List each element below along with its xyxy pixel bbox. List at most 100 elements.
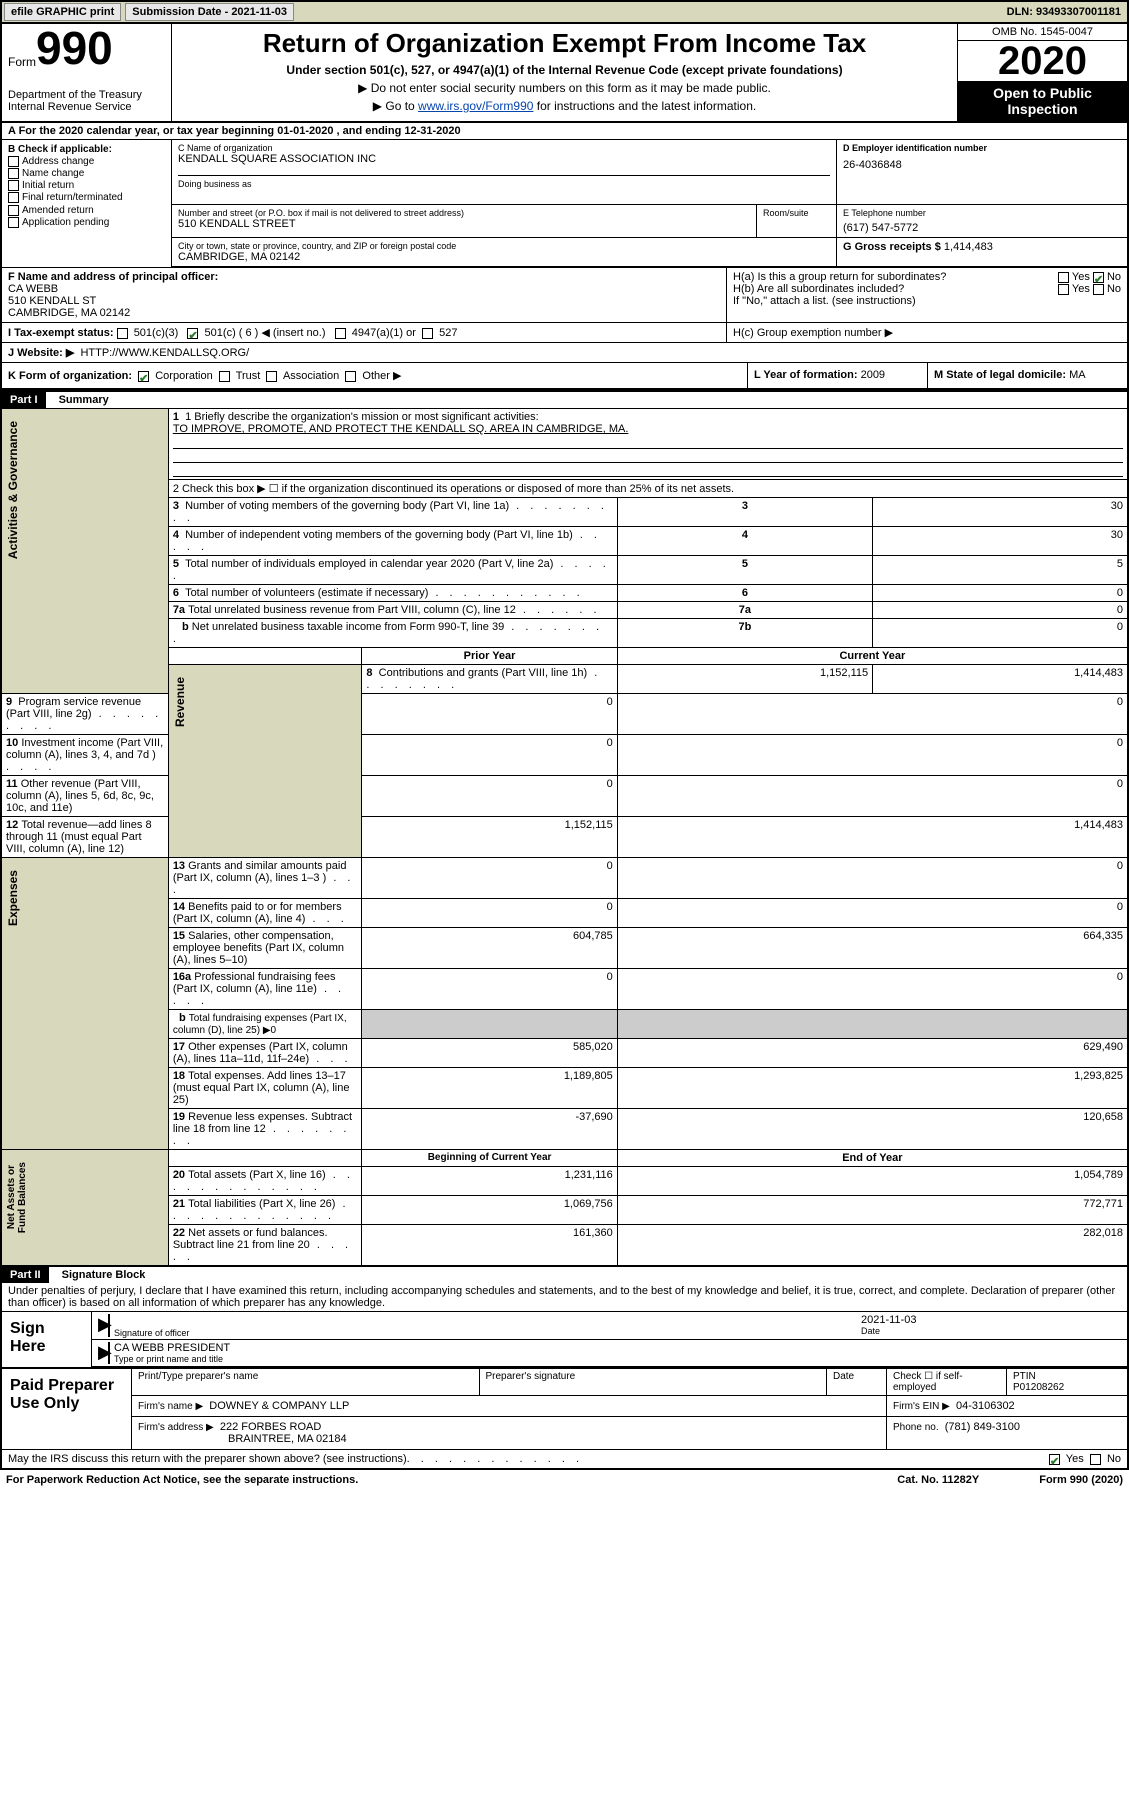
- sig-date-label: Date: [861, 1326, 1121, 1336]
- part1-table: Activities & Governance 1 1 Briefly desc…: [0, 408, 1129, 1267]
- prep-name-label: Print/Type preparer's name: [132, 1369, 480, 1395]
- chk-initial-return[interactable]: Initial return: [8, 180, 165, 191]
- mission-text: TO IMPROVE, PROMOTE, AND PROTECT THE KEN…: [173, 423, 1123, 435]
- c-city-value: CAMBRIDGE, MA 02142: [178, 251, 830, 263]
- f-addr2: CAMBRIDGE, MA 02142: [8, 307, 720, 319]
- firm-ein-value: 04-3106302: [956, 1400, 1015, 1412]
- e-phone-label: E Telephone number: [843, 208, 1121, 218]
- c-room-label: Room/suite: [763, 208, 830, 218]
- c-org-name: KENDALL SQUARE ASSOCIATION INC: [178, 153, 830, 165]
- g-gross-label: G Gross receipts $: [843, 241, 941, 253]
- note2-pre: ▶ Go to: [373, 99, 418, 113]
- firm-addr1: 222 FORBES ROAD: [220, 1421, 321, 1433]
- e-phone-value: (617) 547-5772: [843, 222, 1121, 234]
- chk-501c3[interactable]: 501(c)(3): [117, 327, 179, 339]
- top-bar: efile GRAPHIC print Submission Date - 20…: [0, 0, 1129, 24]
- d-ein-label: D Employer identification number: [843, 143, 1121, 153]
- tax-year: 2020: [958, 41, 1127, 81]
- form-note-2: ▶ Go to www.irs.gov/Form990 for instruct…: [182, 99, 947, 113]
- sig-officer-label: Signature of officer: [114, 1328, 861, 1338]
- note2-post: for instructions and the latest informat…: [533, 99, 756, 113]
- firm-name-value: DOWNEY & COMPANY LLP: [209, 1400, 349, 1412]
- row-k: K Form of organization: ✔ Corporation Tr…: [2, 363, 747, 388]
- discuss-yes[interactable]: ✔ Yes: [1049, 1453, 1084, 1465]
- chk-address-change[interactable]: Address change: [8, 156, 165, 167]
- col-b: B Check if applicable: Address change Na…: [2, 140, 172, 267]
- chk-trust[interactable]: Trust: [219, 370, 261, 382]
- chk-corp[interactable]: ✔ Corporation: [138, 370, 213, 382]
- c-dba-label: Doing business as: [178, 175, 830, 189]
- form-title: Return of Organization Exempt From Incom…: [182, 28, 947, 59]
- irs-link[interactable]: www.irs.gov/Form990: [418, 99, 533, 113]
- chk-application-pending[interactable]: Application pending: [8, 217, 165, 228]
- sig-name-value: CA WEBB PRESIDENT: [114, 1342, 1121, 1354]
- ptin-label: PTIN: [1013, 1371, 1121, 1382]
- chk-501c[interactable]: ✔ 501(c) ( 6 ) ◀ (insert no.): [187, 327, 325, 339]
- pra-notice: For Paperwork Reduction Act Notice, see …: [6, 1474, 358, 1486]
- chk-assoc[interactable]: Association: [266, 370, 339, 382]
- row-a-tax-year: A For the 2020 calendar year, or tax yea…: [0, 123, 1129, 140]
- firm-addr-label: Firm's address ▶: [138, 1422, 214, 1433]
- footer: For Paperwork Reduction Act Notice, see …: [0, 1470, 1129, 1490]
- form-number: 990: [36, 28, 113, 69]
- chk-527[interactable]: 527: [422, 327, 457, 339]
- prep-sig-label: Preparer's signature: [480, 1369, 828, 1395]
- c-street-value: 510 KENDALL STREET: [178, 218, 750, 230]
- line2: 2 Check this box ▶ ☐ if the organization…: [168, 480, 1128, 498]
- form-ref: Form 990 (2020): [1039, 1474, 1123, 1486]
- firm-addr2: BRAINTREE, MA 02184: [138, 1433, 880, 1445]
- form-word: Form: [8, 55, 36, 69]
- form-header: Form 990 Department of the Treasury Inte…: [0, 24, 1129, 123]
- f-addr1: 510 KENDALL ST: [8, 295, 720, 307]
- c-name-label: C Name of organization: [178, 143, 830, 153]
- row-i: I Tax-exempt status: 501(c)(3) ✔ 501(c) …: [2, 323, 727, 342]
- f-name: CA WEBB: [8, 283, 720, 295]
- website-value: HTTP://WWW.KENDALLSQ.ORG/: [80, 347, 249, 359]
- chk-name-change[interactable]: Name change: [8, 168, 165, 179]
- paid-prep-label: Paid Preparer Use Only: [2, 1369, 132, 1449]
- line1-label: 1 1 Briefly describe the organization's …: [173, 411, 1123, 423]
- submission-date-button[interactable]: Submission Date - 2021-11-03: [125, 3, 294, 21]
- hb-yes[interactable]: Yes: [1058, 283, 1090, 295]
- penalty-text: Under penalties of perjury, I declare th…: [0, 1283, 1129, 1312]
- prep-selfemp[interactable]: Check ☐ if self-employed: [887, 1369, 1007, 1395]
- section-fhijk: F Name and address of principal officer:…: [0, 267, 1129, 390]
- form-subtitle: Under section 501(c), 527, or 4947(a)(1)…: [182, 63, 947, 77]
- form-note-1: ▶ Do not enter social security numbers o…: [182, 81, 947, 95]
- c-street-label: Number and street (or P.O. box if mail i…: [178, 208, 750, 218]
- sign-here-block: Sign Here ▶ Signature of officer 2021-11…: [0, 1312, 1129, 1369]
- efile-print-button[interactable]: efile GRAPHIC print: [4, 3, 121, 21]
- dept-treasury: Department of the Treasury Internal Reve…: [8, 89, 165, 113]
- side-expenses: Expenses: [1, 858, 168, 1150]
- prep-date-label: Date: [827, 1369, 887, 1395]
- chk-other[interactable]: Other ▶: [345, 370, 401, 382]
- b-label: B Check if applicable:: [8, 144, 165, 155]
- sign-here-label: Sign Here: [2, 1312, 92, 1367]
- row-l: L Year of formation: 2009: [747, 363, 927, 388]
- ha-yes[interactable]: Yes: [1058, 271, 1090, 283]
- cat-no: Cat. No. 11282Y: [897, 1474, 979, 1486]
- ha-no[interactable]: ✔No: [1093, 271, 1121, 283]
- d-ein-value: 26-4036848: [843, 159, 1121, 171]
- paid-preparer-block: Paid Preparer Use Only Print/Type prepar…: [0, 1369, 1129, 1470]
- row-j: J Website: ▶ HTTP://WWW.KENDALLSQ.ORG/: [2, 343, 1127, 363]
- open-inspection: Open to Public Inspection: [958, 81, 1127, 121]
- side-revenue: Revenue: [168, 665, 362, 858]
- g-gross-value: 1,414,483: [944, 241, 993, 253]
- firm-phone-label: Phone no.: [893, 1422, 939, 1433]
- side-netassets: Net Assets or Fund Balances: [1, 1150, 168, 1267]
- discuss-no[interactable]: No: [1090, 1453, 1121, 1465]
- c-city-label: City or town, state or province, country…: [178, 241, 830, 251]
- hb-label: H(b) Are all subordinates included?: [733, 283, 1058, 295]
- section-bcdefg: B Check if applicable: Address change Na…: [0, 140, 1129, 267]
- chk-final-return[interactable]: Final return/terminated: [8, 192, 165, 203]
- firm-ein-label: Firm's EIN ▶: [893, 1401, 950, 1412]
- sig-date-value: 2021-11-03: [861, 1314, 1121, 1326]
- chk-amended-return[interactable]: Amended return: [8, 205, 165, 216]
- hb-note: If "No," attach a list. (see instruction…: [733, 295, 1121, 307]
- hb-no[interactable]: No: [1093, 283, 1121, 295]
- chk-4947[interactable]: 4947(a)(1) or: [335, 327, 416, 339]
- dln-label: DLN: 93493307001181: [1001, 6, 1127, 18]
- part1-header: Part I Summary: [0, 390, 1129, 408]
- discuss-label: May the IRS discuss this return with the…: [8, 1453, 407, 1465]
